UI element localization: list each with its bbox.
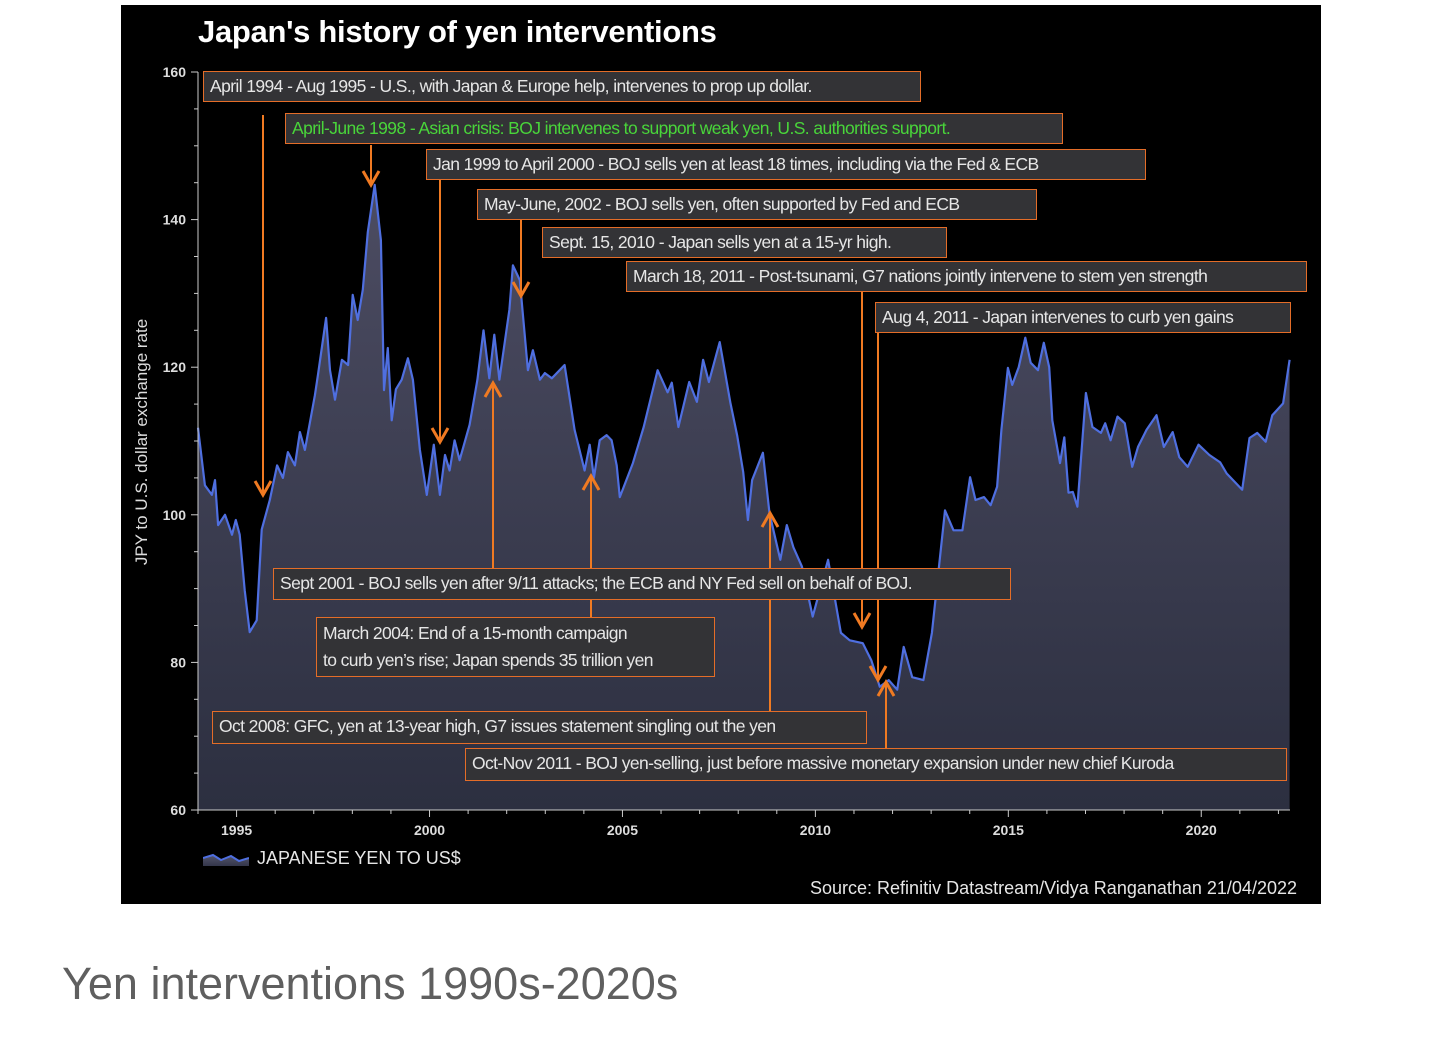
x-tick-label: 2020: [1186, 822, 1217, 838]
annotation-arrows: [253, 115, 896, 748]
annotation-2004: March 2004: End of a 15-month campaign t…: [316, 617, 715, 677]
arrow-head-icon: [876, 678, 896, 697]
y-tick-label: 160: [163, 64, 187, 80]
annotation-1999: Jan 1999 to April 2000 - BOJ sells yen a…: [426, 149, 1146, 180]
y-tick-label: 60: [170, 802, 186, 818]
figure-caption: Yen interventions 1990s-2020s: [62, 958, 679, 1009]
x-tick-label: 1995: [221, 822, 252, 838]
legend: JAPANESE YEN TO US$: [203, 848, 461, 869]
arrow-head-icon: [852, 612, 872, 631]
annotation-1998: April-June 1998 - Asian crisis: BOJ inte…: [285, 113, 1063, 144]
chart-title: Japan's history of yen interventions: [198, 14, 717, 49]
x-tick-label: 2015: [993, 822, 1024, 838]
annotation-oct-2011: Oct-Nov 2011 - BOJ yen-selling, just bef…: [465, 748, 1287, 781]
arrow-head-icon: [483, 379, 503, 398]
legend-swatch-icon: [203, 853, 249, 866]
annotation-2008: Oct 2008: GFC, yen at 13-year high, G7 i…: [212, 711, 867, 744]
source-note: Source: Refinitiv Datastream/Vidya Ranga…: [810, 878, 1297, 898]
annotation-2010: Sept. 15, 2010 - Japan sells yen at a 15…: [542, 227, 947, 258]
annotation-aug-2011: Aug 4, 2011 - Japan intervenes to curb y…: [875, 302, 1291, 333]
y-tick-label: 80: [170, 654, 186, 670]
arrow-head-icon: [253, 480, 273, 499]
arrow-head-icon: [581, 472, 601, 491]
annotation-2001: Sept 2001 - BOJ sells yen after 9/11 att…: [273, 568, 1011, 600]
annotation-march-2011: March 18, 2011 - Post-tsunami, G7 nation…: [626, 261, 1307, 292]
annotation-2004-line-2: to curb yen’s rise; Japan spends 35 tril…: [323, 650, 653, 670]
legend-label: JAPANESE YEN TO US$: [257, 848, 461, 868]
x-tick-label: 2010: [800, 822, 831, 838]
x-tick-label: 2005: [607, 822, 638, 838]
annotation-2004-line-1: March 2004: End of a 15-month campaign: [323, 623, 628, 643]
annotation-1994: April 1994 - Aug 1995 - U.S., with Japan…: [203, 71, 921, 102]
y-tick-label: 100: [163, 507, 187, 523]
series-line: [196, 183, 1291, 691]
arrow-head-icon: [760, 509, 780, 528]
y-tick-label: 140: [163, 212, 187, 228]
annotation-2002: May-June, 2002 - BOJ sells yen, often su…: [477, 189, 1037, 220]
arrow-head-icon: [430, 427, 450, 446]
arrow-head-icon: [511, 281, 531, 300]
x-tick-label: 2000: [414, 822, 445, 838]
arrow-head-icon: [361, 170, 381, 189]
arrow-head-icon: [868, 665, 888, 684]
y-tick-label: 120: [163, 359, 187, 375]
y-axis-label: JPY to U.S. dollar exchange rate: [132, 318, 151, 566]
